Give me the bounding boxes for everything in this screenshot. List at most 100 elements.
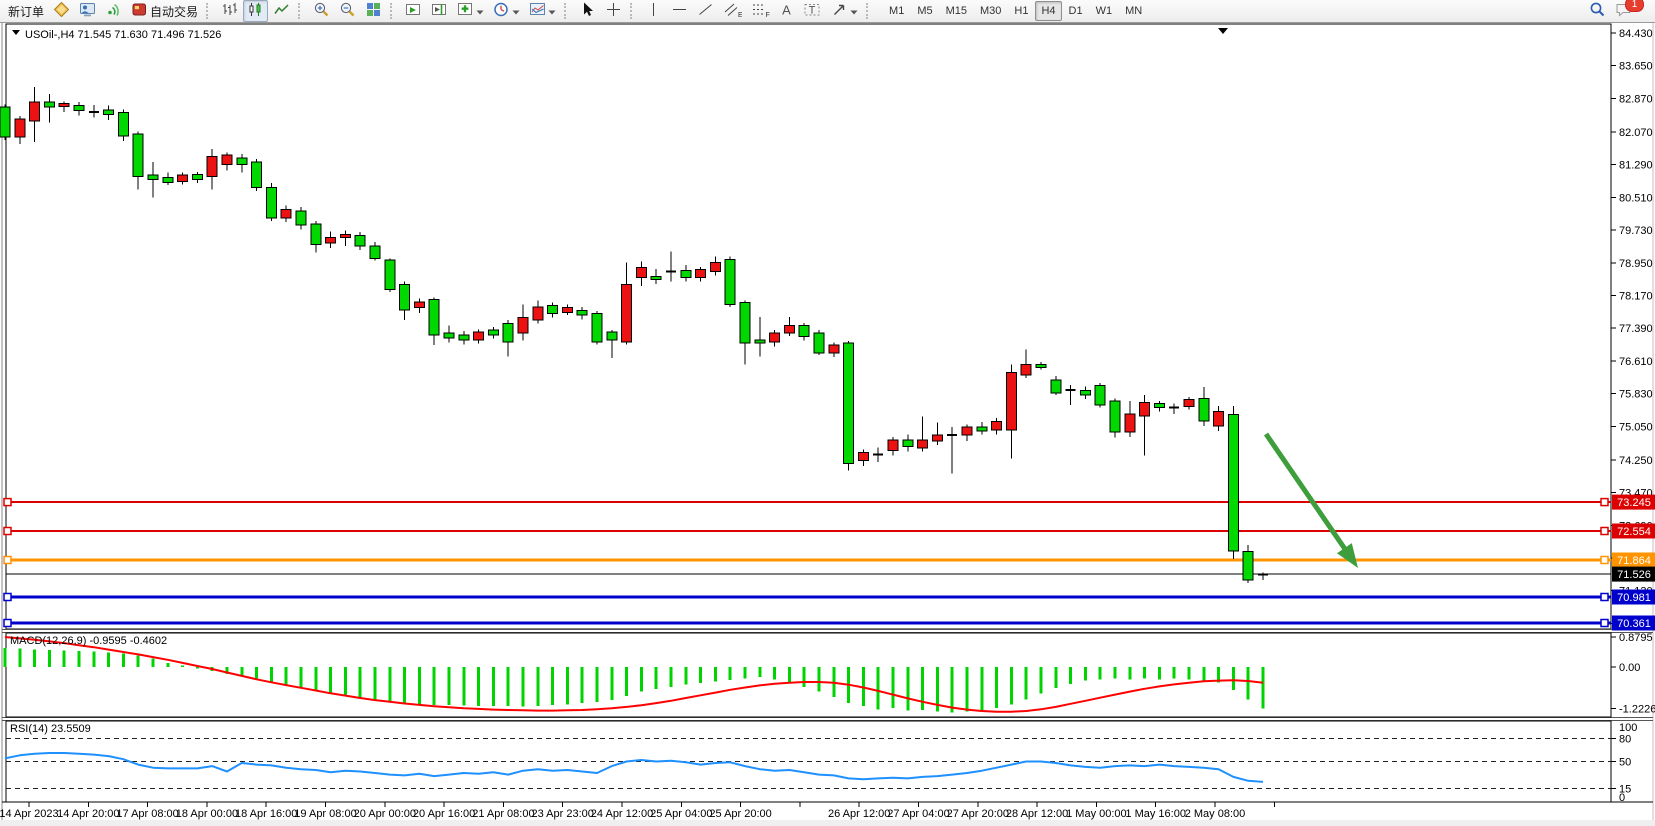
price-tag-label: 72.554 [1617,526,1651,538]
time-label: 21 Apr 08:00 [472,808,534,820]
chart-title: USOil-,H4 71.545 71.630 71.496 71.526 [25,29,221,41]
hline-handle[interactable] [1600,497,1609,507]
price-tick-label: 77.390 [1619,323,1653,335]
tile-windows-icon [365,1,382,21]
new-order-label: 新订单 [8,4,45,19]
chevron-down-icon [512,4,520,18]
text-tool-button[interactable]: A [775,0,798,22]
hline-handle[interactable] [3,618,12,628]
timeframe-h1[interactable]: H1 [1014,5,1029,17]
price-tag-label: 70.361 [1617,618,1651,630]
hline-handle[interactable] [1600,555,1609,565]
hline-handle[interactable] [3,555,12,565]
market-watch-button[interactable] [49,0,74,22]
diamond-icon [53,1,70,21]
hline-handle[interactable] [3,592,12,602]
autotrading-button[interactable]: 自动交易 [127,0,202,22]
toolbar-gripper [298,3,304,19]
bar-chart-mode-button[interactable] [217,0,242,22]
channel-tool-button[interactable]: E [719,0,746,22]
new-order-button[interactable]: 新订单 [4,0,48,22]
search-button[interactable] [1585,0,1610,22]
chat-button[interactable]: 1 [1611,0,1644,22]
cursor-tool-button[interactable] [575,0,600,22]
crosshair-icon [605,1,622,21]
candle-body [1213,411,1225,427]
symbol-menu-caret[interactable] [12,30,20,35]
time-label: 1 May 00:00 [1066,808,1127,820]
price-tag-label: 73.245 [1617,497,1651,509]
candle-body [1035,364,1047,369]
candle-body [1124,413,1136,433]
price-tick-label: 82.870 [1619,93,1653,105]
candle-chart-mode-button[interactable] [243,0,269,22]
crosshair-tool-button[interactable] [601,0,626,22]
horizontal-line-tool-button[interactable] [667,0,692,22]
terminal-button[interactable] [75,0,100,22]
timeframe-h4[interactable]: H4 [1035,1,1062,21]
hline-handle[interactable] [1600,592,1609,602]
price-tag [1612,494,1655,510]
candle-body [236,157,248,165]
hline-handle[interactable] [3,526,12,536]
candle-body [709,261,721,273]
text-label-icon: T [803,1,822,21]
timeframe-m1[interactable]: M1 [889,5,905,17]
auto-scroll-button[interactable] [401,0,426,22]
macd-plot-border [5,632,1612,718]
candle-body [547,305,559,315]
templates-button[interactable] [525,0,560,22]
candle-body [0,106,11,138]
chart-shift-button[interactable] [427,0,452,22]
trend-arrow-head[interactable] [1337,543,1358,568]
line-chart-mode-button[interactable] [269,0,294,22]
label-tool-button[interactable]: T [799,0,826,22]
hline-handle[interactable] [1600,618,1609,628]
candle-body [369,245,381,260]
trend-arrow-line[interactable] [1263,432,1350,555]
tile-windows-button[interactable] [361,0,386,22]
candle-body [1079,390,1091,396]
signals-button[interactable] [101,0,126,22]
svg-text:E: E [738,12,742,18]
candle-body [177,174,189,182]
candle-body [221,154,233,165]
candle-body [576,310,588,316]
terminal-user-icon [79,1,96,21]
window-bottom-strip [0,820,1655,826]
zoom-out-button[interactable] [335,0,360,22]
price-tag-label: 71.864 [1617,555,1651,567]
price-tag-label: 70.981 [1617,592,1651,604]
candle-body [1153,403,1165,409]
hline-handle[interactable] [3,497,12,507]
timeframe-w1[interactable]: W1 [1095,5,1113,17]
time-label: 19 Apr 08:00 [294,808,356,820]
candle-body [724,259,736,306]
candle-body [14,118,26,138]
zoom-in-button[interactable] [309,0,334,22]
candle-body [783,325,795,334]
vertical-line-tool-button[interactable] [641,0,666,22]
add-indicator-icon [457,1,474,21]
hline-handle[interactable] [1600,526,1609,536]
indicators-button[interactable] [453,0,488,22]
periods-button[interactable] [489,0,524,22]
timeframe-mn[interactable]: MN [1125,5,1143,17]
arrows-tool-button[interactable] [827,0,862,22]
chart-corner-marker[interactable] [1218,28,1228,34]
macd-axis-label: 0.00 [1619,662,1640,674]
time-label: 28 Apr 12:00 [1006,808,1068,820]
timeframe-m15[interactable]: M15 [945,5,967,17]
candle-body [147,174,159,180]
time-label: 25 Apr 04:00 [650,808,712,820]
trendline-tool-button[interactable] [693,0,718,22]
timeframe-m5[interactable]: M5 [917,5,933,17]
chart-canvas[interactable]: 84.430 83.650 82.870 82.070 81.290 80.510 79.7… [0,23,1655,826]
fibonacci-tool-button[interactable]: F [747,0,774,22]
price-tag-label: 71.526 [1617,569,1651,581]
timeframe-m30[interactable]: M30 [980,5,1002,17]
timeframe-d1[interactable]: D1 [1068,5,1083,17]
price-tick-label: 81.290 [1619,160,1653,172]
candle-body [339,234,351,239]
